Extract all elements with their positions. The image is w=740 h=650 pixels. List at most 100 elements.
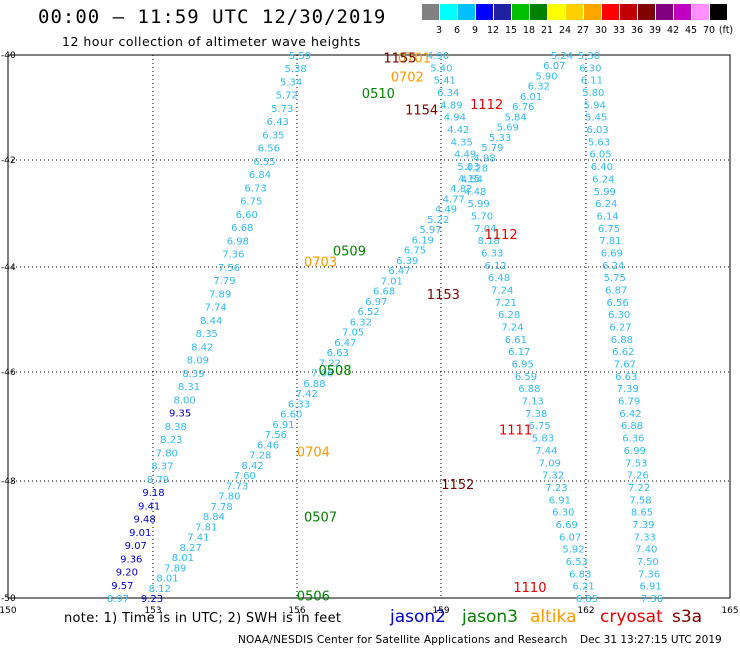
latitude-tick-label: -46 xyxy=(1,368,16,378)
legend-tick-label: 21 xyxy=(540,25,554,36)
swh-value: 7.79 xyxy=(213,276,235,287)
swh-value: 6.88 xyxy=(518,384,540,395)
swh-value: 6.68 xyxy=(231,223,253,234)
swh-value: 6.48 xyxy=(488,273,510,284)
swh-value: 7.81 xyxy=(599,236,621,247)
legend-swatch xyxy=(710,4,727,20)
track-d: 5.306.306.115.805.945.456.035.636.056.40… xyxy=(578,51,663,605)
longitude-tick-label: 159 xyxy=(432,606,449,616)
swh-value: 9.48 xyxy=(133,515,155,526)
swh-value: 7.36 xyxy=(641,594,663,605)
swh-value: 8.35 xyxy=(196,329,218,340)
swh-value: 7.39 xyxy=(632,520,654,531)
legend-swatch xyxy=(548,4,565,20)
swh-value: 6.76 xyxy=(512,102,534,113)
swh-value: 7.53 xyxy=(625,458,647,469)
swh-value: 5.80 xyxy=(582,88,604,99)
swh-value: 6.47 xyxy=(388,266,410,277)
swh-value: 6.91 xyxy=(639,582,661,593)
swh-value: 7.24 xyxy=(501,323,523,334)
satellite-altika: altika xyxy=(530,607,577,627)
swh-value: 7.36 xyxy=(222,250,244,261)
swh-value: 8.23 xyxy=(160,435,182,446)
swh-value: 6.61 xyxy=(505,335,527,346)
swh-value: 6.36 xyxy=(622,434,644,445)
pass-time-label: 0703 xyxy=(304,255,337,270)
swh-value: 5.90 xyxy=(535,72,557,83)
swh-value: 9.01 xyxy=(129,528,151,539)
legend-swatch xyxy=(674,4,691,20)
swh-value: 4.90 xyxy=(427,51,449,62)
legend-tick-label: 70 xyxy=(702,25,716,36)
swh-value: 4.42 xyxy=(447,125,469,136)
swh-value: 4.89 xyxy=(440,100,462,111)
map-frame xyxy=(7,54,731,599)
pass-time-label: 0506 xyxy=(297,589,330,604)
pass-time-label: 1112 xyxy=(470,98,503,113)
swh-value: 5.99 xyxy=(594,187,616,198)
swh-value: 7.40 xyxy=(635,545,657,556)
swh-value: 6.24 xyxy=(602,261,624,272)
swh-value: 9.07 xyxy=(125,541,147,552)
swh-value: 7.81 xyxy=(195,522,217,533)
swh-value: 7.50 xyxy=(637,557,659,568)
pass-time-label: 1112 xyxy=(485,228,518,243)
swh-value: 7.80 xyxy=(218,492,240,503)
swh-value: 5.45 xyxy=(585,113,607,124)
swh-value: 5.40 xyxy=(430,63,452,74)
swh-value: 7.89 xyxy=(209,289,231,300)
swh-value: 7.24 xyxy=(491,286,513,297)
swh-value: 4.49 xyxy=(454,150,476,161)
swh-value: 9.20 xyxy=(116,568,138,579)
swh-value: 6.53 xyxy=(566,557,588,568)
swh-value: 9.36 xyxy=(120,554,142,565)
swh-value: 7.04 xyxy=(474,224,496,235)
swh-value: 8.42 xyxy=(241,461,263,472)
swh-value: 5.24 xyxy=(551,51,573,62)
pass-time-label: 0507 xyxy=(304,511,337,526)
swh-value: 9.35 xyxy=(169,409,191,420)
credit-line: NOAA/NESDIS Center for Satellite Applica… xyxy=(238,634,568,646)
swh-value: 6.91 xyxy=(549,495,571,506)
swh-value: 6.98 xyxy=(227,236,249,247)
swh-value: 5.03 xyxy=(457,162,479,173)
swh-value: 5.75 xyxy=(604,273,626,284)
legend-swatch xyxy=(476,4,493,20)
legend-swatch xyxy=(692,4,709,20)
swh-value: 6.33 xyxy=(481,249,503,260)
legend-tick-label: 27 xyxy=(576,25,590,36)
swh-value: 6.33 xyxy=(288,399,310,410)
swh-value: 7.36 xyxy=(638,569,660,580)
swh-value: 6.60 xyxy=(236,210,258,221)
swh-value: 6.35 xyxy=(262,131,284,142)
swh-value: 6.85 xyxy=(576,594,598,605)
swh-value: 6.32 xyxy=(528,82,550,93)
longitude-tick-label: 150 xyxy=(0,606,17,616)
grid-lines: 150 153 156 159 162 165 -40 -42 -44 -46 -48 -50 xyxy=(0,51,739,616)
swh-value: 7.73 xyxy=(226,481,248,492)
swh-value: 4.54 xyxy=(461,174,483,185)
swh-value: 6.30 xyxy=(608,310,630,321)
swh-value: 6.11 xyxy=(581,76,603,87)
swh-value: 6.88 xyxy=(303,379,325,390)
satellite-cryosat: cryosat xyxy=(600,607,663,627)
pass-time-label: 1154 xyxy=(405,103,438,118)
swh-value: 7.67 xyxy=(614,360,636,371)
swh-value: 5.69 xyxy=(497,123,519,134)
swh-value: 4.35 xyxy=(451,137,473,148)
swh-value: 7.38 xyxy=(525,409,547,420)
swh-value: 6.07 xyxy=(543,61,565,72)
swh-value: 7.28 xyxy=(249,451,271,462)
swh-value: 7.56 xyxy=(218,263,240,274)
swh-value: 8.09 xyxy=(187,356,209,367)
swh-value: 6.62 xyxy=(612,347,634,358)
legend-tick-label: 12 xyxy=(486,25,500,36)
swh-value: 6.27 xyxy=(609,323,631,334)
swh-value: 4.94 xyxy=(444,113,466,124)
swh-value: 6.34 xyxy=(437,88,459,99)
swh-value: 4.82 xyxy=(450,184,472,195)
legend-swatch xyxy=(638,4,655,20)
legend-tick-label: 18 xyxy=(522,25,536,36)
track-c: 4.905.405.416.344.894.944.424.354.495.03… xyxy=(427,51,598,605)
pass-time-label: 1110 xyxy=(513,581,546,596)
